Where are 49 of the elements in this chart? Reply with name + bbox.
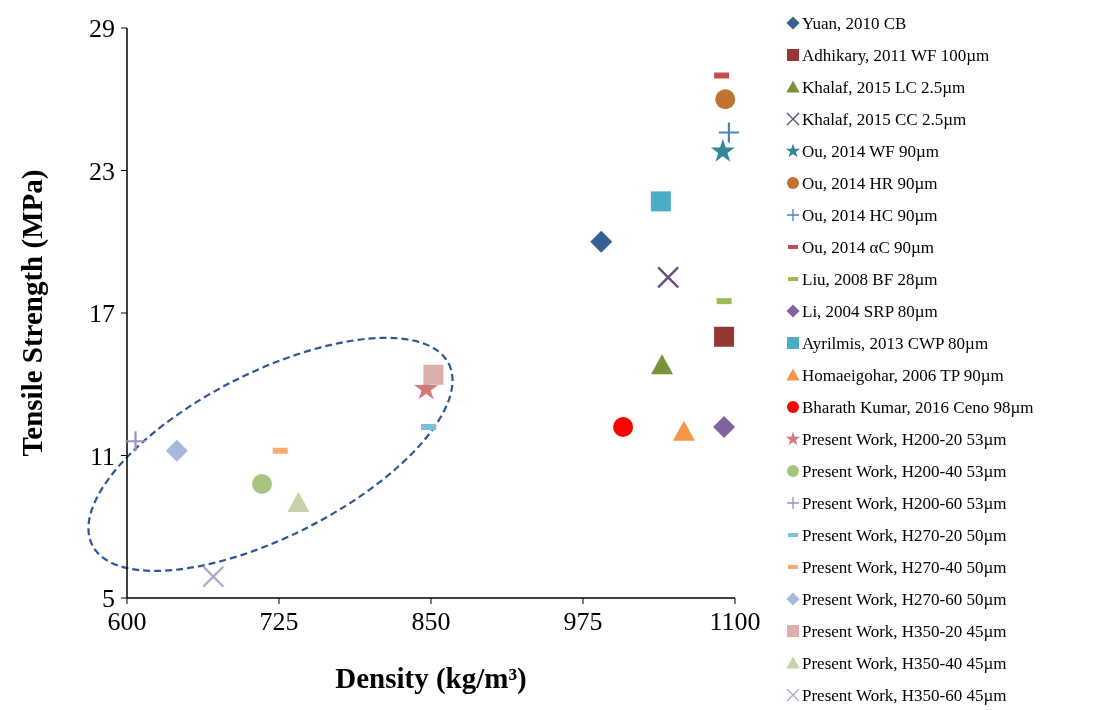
legend-label: Homaeigohar, 2006 TP 90µm [802,366,1004,385]
legend-label: Present Work, H270-40 50µm [802,558,1007,577]
y-tick-label: 29 [89,14,115,43]
point [713,416,736,438]
legend-label: Ayrilmis, 2013 CWP 80µm [802,334,989,353]
point [613,417,634,437]
x-tick-label: 1100 [709,607,761,636]
point [717,121,741,144]
legend-label: Present Work, H200-60 53µm [802,494,1007,513]
legend-label: Adhikary, 2011 WF 100µm [802,46,990,65]
point [287,492,310,512]
y-tick-label: 11 [89,441,115,471]
legend-label: Khalaf, 2015 LC 2.5µm [802,78,966,97]
legend-label: Present Work, H200-40 53µm [802,462,1007,481]
y-tick-label: 23 [89,156,115,186]
x-axis-title: Density (kg/m³) [335,662,527,695]
legend-label: Present Work, H350-40 45µm [802,654,1007,673]
x-tick-label: 725 [259,607,299,636]
y-tick-label: 17 [89,299,115,328]
legend-label: Ou, 2014 HR 90µm [802,174,938,193]
y-axis-title: Tensile Strength (MPa) [16,169,49,457]
point [672,420,695,441]
legend-label: Li, 2004 SRP 80µm [802,302,938,321]
point [651,354,674,375]
point [590,230,613,253]
x-tick-label: 975 [563,607,603,636]
legend-label: Present Work, H270-60 50µm [802,590,1007,609]
legend-label: Ou, 2014 WF 90µm [802,142,939,161]
point [650,191,671,212]
legend-label: Present Work, H350-60 45µm [802,686,1007,705]
point [202,565,225,588]
point [251,474,272,494]
point [714,326,735,347]
legend-label: Present Work, H200-20 53µm [802,430,1007,449]
legend-label: Yuan, 2010 CB [802,14,907,33]
legend-label: Ou, 2014 HC 90µm [802,206,938,225]
legend-label: Present Work, H350-20 45µm [802,622,1007,641]
legend-label: Liu, 2008 BF 28µm [802,270,938,289]
legend-label: Bharath Kumar, 2016 Ceno 98µm [802,398,1034,417]
x-tick-label: 850 [411,607,451,636]
legend-label: Present Work, H270-20 50µm [802,526,1007,545]
legend-label: Khalaf, 2015 CC 2.5µm [802,110,967,129]
point [715,89,736,110]
point [657,266,680,289]
point [423,364,444,385]
point [710,138,735,162]
point [165,439,188,462]
legend-label: Ou, 2014 αC 90µm [802,238,935,257]
point [124,430,147,453]
